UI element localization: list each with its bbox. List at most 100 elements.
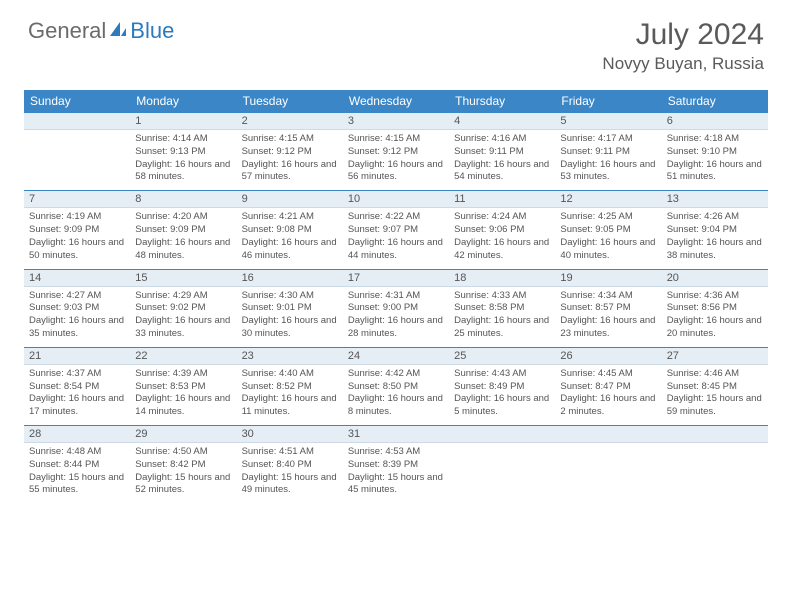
sunset-text: Sunset: 8:52 PM bbox=[242, 381, 338, 394]
day-number bbox=[662, 426, 768, 442]
daylight-text: Daylight: 16 hours and 51 minutes. bbox=[667, 159, 763, 185]
day-cell: Sunrise: 4:30 AMSunset: 9:01 PMDaylight:… bbox=[237, 287, 343, 347]
day-number: 31 bbox=[343, 426, 449, 442]
sunset-text: Sunset: 8:39 PM bbox=[348, 459, 444, 472]
sunset-text: Sunset: 9:06 PM bbox=[454, 224, 550, 237]
daylight-text: Daylight: 16 hours and 35 minutes. bbox=[29, 315, 125, 341]
sunset-text: Sunset: 8:47 PM bbox=[560, 381, 656, 394]
sunrise-text: Sunrise: 4:15 AM bbox=[242, 133, 338, 146]
day-cell: Sunrise: 4:36 AMSunset: 8:56 PMDaylight:… bbox=[662, 287, 768, 347]
sunrise-text: Sunrise: 4:36 AM bbox=[667, 290, 763, 303]
daylight-text: Daylight: 16 hours and 28 minutes. bbox=[348, 315, 444, 341]
sunrise-text: Sunrise: 4:48 AM bbox=[29, 446, 125, 459]
logo-sail-icon bbox=[108, 20, 128, 43]
sunrise-text: Sunrise: 4:30 AM bbox=[242, 290, 338, 303]
calendar: SundayMondayTuesdayWednesdayThursdayFrid… bbox=[24, 90, 768, 503]
day-cell bbox=[24, 130, 130, 190]
daylight-text: Daylight: 16 hours and 58 minutes. bbox=[135, 159, 231, 185]
daylight-text: Daylight: 16 hours and 30 minutes. bbox=[242, 315, 338, 341]
week-row: Sunrise: 4:48 AMSunset: 8:44 PMDaylight:… bbox=[24, 443, 768, 503]
daylight-text: Daylight: 16 hours and 2 minutes. bbox=[560, 393, 656, 419]
daylight-text: Daylight: 16 hours and 53 minutes. bbox=[560, 159, 656, 185]
day-number: 17 bbox=[343, 270, 449, 286]
day-cell: Sunrise: 4:37 AMSunset: 8:54 PMDaylight:… bbox=[24, 365, 130, 425]
daylight-text: Daylight: 16 hours and 8 minutes. bbox=[348, 393, 444, 419]
daylight-text: Daylight: 16 hours and 23 minutes. bbox=[560, 315, 656, 341]
daylight-text: Daylight: 15 hours and 55 minutes. bbox=[29, 472, 125, 498]
day-cell: Sunrise: 4:39 AMSunset: 8:53 PMDaylight:… bbox=[130, 365, 236, 425]
daylight-text: Daylight: 16 hours and 33 minutes. bbox=[135, 315, 231, 341]
day-cell: Sunrise: 4:51 AMSunset: 8:40 PMDaylight:… bbox=[237, 443, 343, 503]
sunrise-text: Sunrise: 4:17 AM bbox=[560, 133, 656, 146]
sunrise-text: Sunrise: 4:16 AM bbox=[454, 133, 550, 146]
weekday-header: Sunday bbox=[24, 90, 130, 112]
day-number: 29 bbox=[130, 426, 236, 442]
day-number bbox=[24, 113, 130, 129]
day-number-row: 123456 bbox=[24, 112, 768, 130]
day-cell: Sunrise: 4:15 AMSunset: 9:12 PMDaylight:… bbox=[343, 130, 449, 190]
daylight-text: Daylight: 16 hours and 44 minutes. bbox=[348, 237, 444, 263]
day-number: 22 bbox=[130, 348, 236, 364]
day-number bbox=[555, 426, 661, 442]
day-number: 21 bbox=[24, 348, 130, 364]
sunrise-text: Sunrise: 4:19 AM bbox=[29, 211, 125, 224]
sunset-text: Sunset: 9:11 PM bbox=[560, 146, 656, 159]
day-number: 30 bbox=[237, 426, 343, 442]
day-number: 1 bbox=[130, 113, 236, 129]
daylight-text: Daylight: 16 hours and 54 minutes. bbox=[454, 159, 550, 185]
sunrise-text: Sunrise: 4:45 AM bbox=[560, 368, 656, 381]
sunrise-text: Sunrise: 4:18 AM bbox=[667, 133, 763, 146]
daylight-text: Daylight: 16 hours and 25 minutes. bbox=[454, 315, 550, 341]
sunset-text: Sunset: 9:08 PM bbox=[242, 224, 338, 237]
sunrise-text: Sunrise: 4:46 AM bbox=[667, 368, 763, 381]
day-number: 13 bbox=[662, 191, 768, 207]
day-number-row: 14151617181920 bbox=[24, 269, 768, 287]
day-number: 25 bbox=[449, 348, 555, 364]
day-number: 5 bbox=[555, 113, 661, 129]
sunset-text: Sunset: 9:05 PM bbox=[560, 224, 656, 237]
sunset-text: Sunset: 8:54 PM bbox=[29, 381, 125, 394]
day-cell: Sunrise: 4:53 AMSunset: 8:39 PMDaylight:… bbox=[343, 443, 449, 503]
week-row: Sunrise: 4:37 AMSunset: 8:54 PMDaylight:… bbox=[24, 365, 768, 425]
day-number: 23 bbox=[237, 348, 343, 364]
day-cell: Sunrise: 4:26 AMSunset: 9:04 PMDaylight:… bbox=[662, 208, 768, 268]
logo: General Blue bbox=[28, 18, 174, 44]
day-cell: Sunrise: 4:15 AMSunset: 9:12 PMDaylight:… bbox=[237, 130, 343, 190]
sunset-text: Sunset: 8:53 PM bbox=[135, 381, 231, 394]
day-cell: Sunrise: 4:43 AMSunset: 8:49 PMDaylight:… bbox=[449, 365, 555, 425]
daylight-text: Daylight: 16 hours and 20 minutes. bbox=[667, 315, 763, 341]
sunset-text: Sunset: 9:11 PM bbox=[454, 146, 550, 159]
day-cell: Sunrise: 4:46 AMSunset: 8:45 PMDaylight:… bbox=[662, 365, 768, 425]
sunset-text: Sunset: 9:13 PM bbox=[135, 146, 231, 159]
day-number: 10 bbox=[343, 191, 449, 207]
sunset-text: Sunset: 8:56 PM bbox=[667, 302, 763, 315]
day-cell: Sunrise: 4:17 AMSunset: 9:11 PMDaylight:… bbox=[555, 130, 661, 190]
weekday-header: Friday bbox=[555, 90, 661, 112]
day-number: 2 bbox=[237, 113, 343, 129]
weekday-header-row: SundayMondayTuesdayWednesdayThursdayFrid… bbox=[24, 90, 768, 112]
sunrise-text: Sunrise: 4:15 AM bbox=[348, 133, 444, 146]
day-cell bbox=[662, 443, 768, 503]
daylight-text: Daylight: 16 hours and 50 minutes. bbox=[29, 237, 125, 263]
daylight-text: Daylight: 16 hours and 11 minutes. bbox=[242, 393, 338, 419]
day-number: 19 bbox=[555, 270, 661, 286]
week-row: Sunrise: 4:27 AMSunset: 9:03 PMDaylight:… bbox=[24, 287, 768, 347]
sunrise-text: Sunrise: 4:51 AM bbox=[242, 446, 338, 459]
day-cell: Sunrise: 4:40 AMSunset: 8:52 PMDaylight:… bbox=[237, 365, 343, 425]
sunrise-text: Sunrise: 4:33 AM bbox=[454, 290, 550, 303]
sunset-text: Sunset: 8:45 PM bbox=[667, 381, 763, 394]
day-cell: Sunrise: 4:34 AMSunset: 8:57 PMDaylight:… bbox=[555, 287, 661, 347]
sunset-text: Sunset: 9:12 PM bbox=[348, 146, 444, 159]
day-number: 8 bbox=[130, 191, 236, 207]
daylight-text: Daylight: 16 hours and 5 minutes. bbox=[454, 393, 550, 419]
sunrise-text: Sunrise: 4:39 AM bbox=[135, 368, 231, 381]
sunset-text: Sunset: 9:02 PM bbox=[135, 302, 231, 315]
daylight-text: Daylight: 16 hours and 46 minutes. bbox=[242, 237, 338, 263]
daylight-text: Daylight: 16 hours and 48 minutes. bbox=[135, 237, 231, 263]
sunset-text: Sunset: 9:12 PM bbox=[242, 146, 338, 159]
weekday-header: Wednesday bbox=[343, 90, 449, 112]
sunrise-text: Sunrise: 4:40 AM bbox=[242, 368, 338, 381]
weekday-header: Monday bbox=[130, 90, 236, 112]
day-cell: Sunrise: 4:21 AMSunset: 9:08 PMDaylight:… bbox=[237, 208, 343, 268]
sunrise-text: Sunrise: 4:21 AM bbox=[242, 211, 338, 224]
